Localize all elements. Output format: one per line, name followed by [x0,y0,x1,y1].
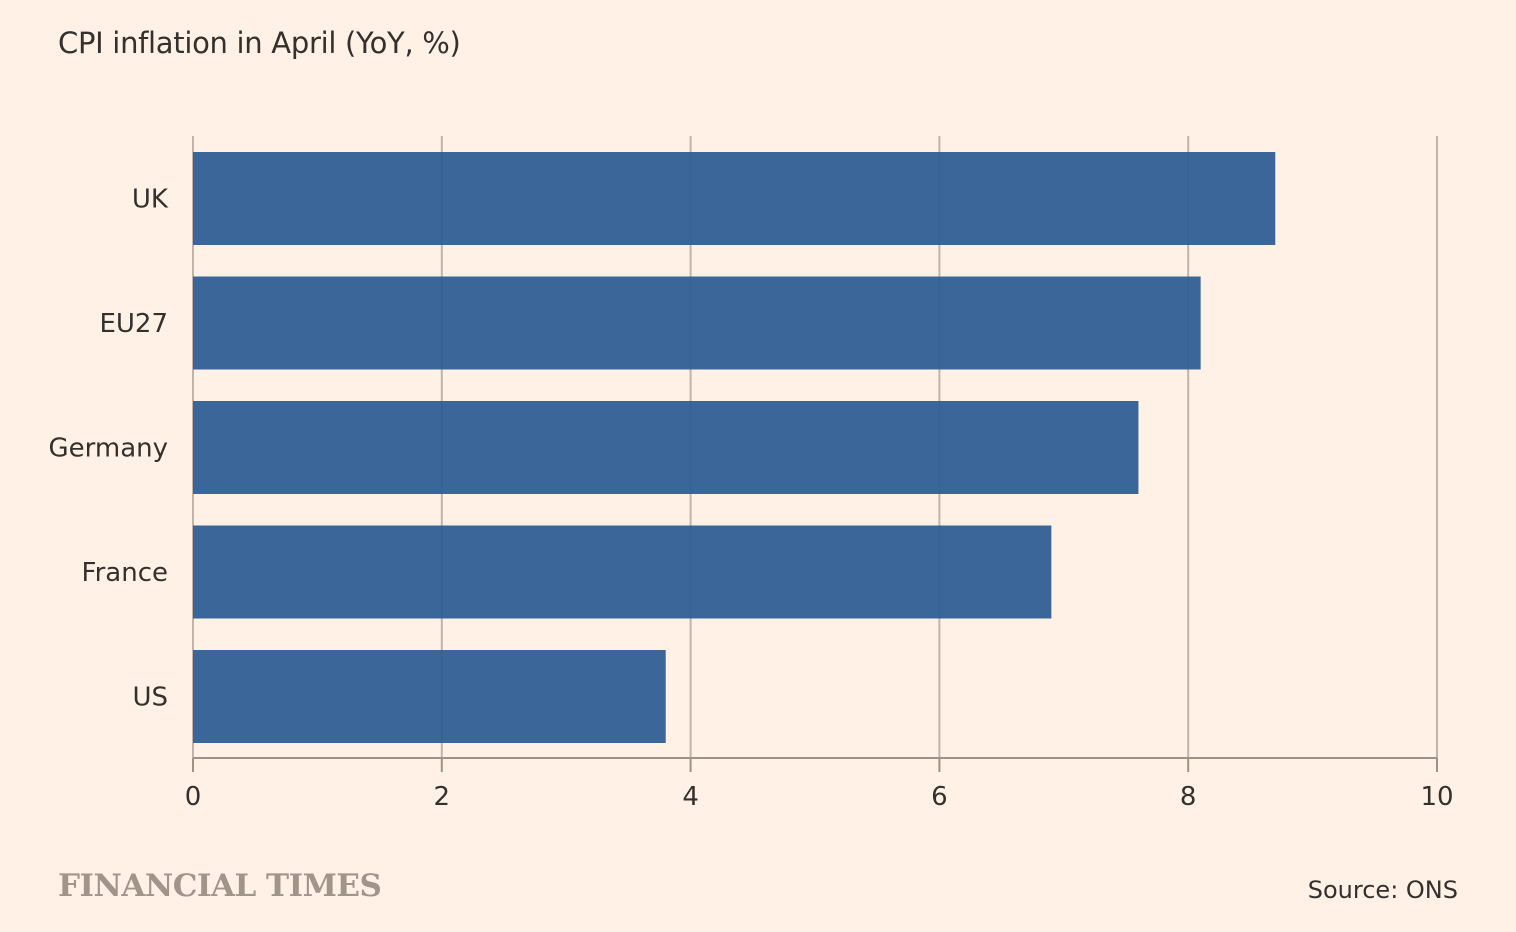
x-tick-label: 2 [434,782,451,812]
bar-france [193,525,1052,619]
x-axis: 0 2 4 6 8 10 [185,757,1454,812]
category-label: EU27 [99,309,168,339]
category-label: France [82,558,168,588]
x-tick-label: 8 [1180,782,1197,812]
x-tick-label: 0 [185,782,202,812]
chart-title: CPI inflation in April (YoY, %) [58,26,461,60]
ft-brand-logo: FINANCIAL TIMES [58,868,382,904]
category-label: Germany [48,434,168,464]
x-tick-label: 10 [1420,782,1453,812]
category-labels: UK EU27 Germany France US [48,185,168,713]
bars [193,152,1276,743]
category-label: UK [132,185,169,215]
source-note: Source: ONS [1307,876,1458,904]
bar-germany [193,401,1139,494]
bar-uk [193,152,1276,245]
x-tick-label: 6 [931,782,948,812]
bar-eu27 [193,276,1201,370]
x-tick-label: 4 [682,782,699,812]
bar-us [193,650,666,743]
category-label: US [132,683,168,713]
